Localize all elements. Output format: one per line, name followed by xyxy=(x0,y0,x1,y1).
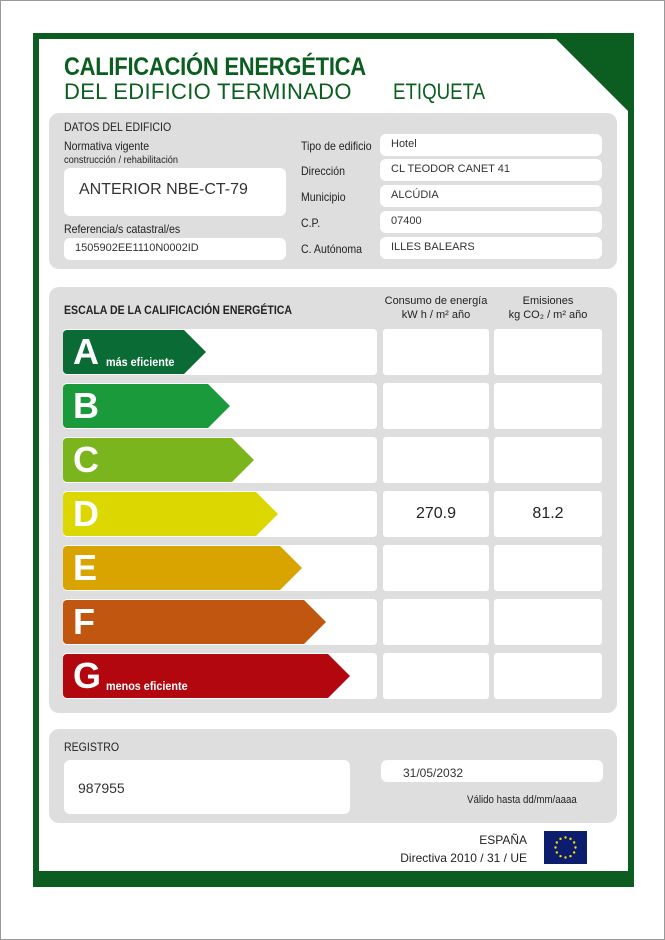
field-label: Tipo de edificio xyxy=(301,139,372,153)
escala-title: ESCALA DE LA CALIFICACIÓN ENERGÉTICA xyxy=(64,303,293,317)
rating-letter: B xyxy=(73,385,99,426)
field-label: C. Autónoma xyxy=(301,242,363,256)
title-line2: DEL EDIFICIO TERMINADO xyxy=(64,79,352,104)
emisiones-cell: 81.2 xyxy=(494,491,602,537)
consumo-header-line1: Consumo de energía xyxy=(384,295,488,307)
registro-number: 987955 xyxy=(78,780,125,796)
registro-box xyxy=(64,760,350,814)
consumo-cell xyxy=(383,653,489,699)
referencia-box xyxy=(64,238,286,260)
consumo-cell xyxy=(383,437,489,483)
rating-arrow-A: A más eficiente xyxy=(63,330,206,374)
consumo-cell xyxy=(383,329,489,375)
consumo-cell xyxy=(383,383,489,429)
etiqueta-label: ETIQUETA xyxy=(393,79,486,104)
rating-letter: C xyxy=(73,439,99,480)
rating-letter: E xyxy=(73,547,98,588)
date-box xyxy=(381,760,603,782)
field-box xyxy=(380,134,602,156)
emisiones-cell xyxy=(494,545,602,591)
field-label: Dirección xyxy=(301,164,346,178)
emisiones-cell xyxy=(494,437,602,483)
rating-letter: F xyxy=(73,601,95,642)
rating-arrow-C: C xyxy=(63,438,254,482)
emisiones-header-line2: kg CO₂ / m² año xyxy=(508,309,588,321)
emisiones-header-line1: Emisiones xyxy=(522,295,574,307)
field-box xyxy=(380,211,602,233)
field-value: ALCÚDIA xyxy=(391,189,439,201)
referencia-label: Referencia/s catastral/es xyxy=(64,222,181,236)
rating-arrow-E: E xyxy=(63,546,302,590)
emisiones-cell xyxy=(494,599,602,645)
field-value: Hotel xyxy=(391,138,417,150)
eu-flag-icon xyxy=(544,831,587,864)
field-box xyxy=(380,159,602,181)
rating-arrow-G: G menos eficiente xyxy=(63,654,350,698)
footer-country: ESPAÑA xyxy=(479,833,527,847)
rating-sublabel: menos eficiente xyxy=(106,679,188,693)
normativa-value: ANTERIOR NBE-CT-79 xyxy=(79,181,248,198)
valid-date-label: Válido hasta dd/mm/aaaa xyxy=(467,794,577,806)
footer-directive: Directiva 2010 / 31 / UE xyxy=(400,851,527,865)
referencia-value: 1505902EE1110N0002ID xyxy=(75,242,199,254)
consumo-cell xyxy=(383,599,489,645)
rating-sublabel: más eficiente xyxy=(106,355,175,369)
consumo-cell xyxy=(383,545,489,591)
consumo-header-line2: kW h / m² año xyxy=(401,309,471,321)
field-box xyxy=(380,237,602,259)
consumo-cell: 270.9 xyxy=(383,491,489,537)
normativa-box xyxy=(64,168,286,216)
emisiones-header: Emisiones kg CO₂ / m² año xyxy=(493,295,603,321)
field-value: 07400 xyxy=(391,215,422,227)
normativa-sublabel: construcción / rehabilitación xyxy=(64,154,179,166)
field-box xyxy=(380,185,602,207)
rating-arrow-B: B xyxy=(63,384,230,428)
field-value: ILLES BALEARS xyxy=(391,241,475,253)
registro-title: REGISTRO xyxy=(64,740,120,754)
rating-arrow-D: D xyxy=(63,492,278,536)
rating-arrow-F: F xyxy=(63,600,326,644)
field-label: C.P. xyxy=(301,216,321,230)
normativa-label: Normativa vigente xyxy=(64,139,150,153)
datos-title: DATOS DEL EDIFICIO xyxy=(64,120,172,134)
consumo-header: Consumo de energía kW h / m² año xyxy=(381,295,491,321)
consumo-value: 270.9 xyxy=(415,505,457,522)
rating-letter: D xyxy=(73,493,99,534)
rating-letter: G xyxy=(73,655,102,696)
emisiones-value: 81.2 xyxy=(532,505,564,522)
emisiones-cell xyxy=(494,329,602,375)
field-label: Municipio xyxy=(301,190,346,204)
emisiones-cell xyxy=(494,383,602,429)
field-value: CL TEODOR CANET 41 xyxy=(391,163,510,175)
valid-date: 31/05/2032 xyxy=(403,766,464,780)
title-line1: CALIFICACIÓN ENERGÉTICA xyxy=(64,53,366,81)
emisiones-cell xyxy=(494,653,602,699)
rating-letter: A xyxy=(73,331,99,372)
